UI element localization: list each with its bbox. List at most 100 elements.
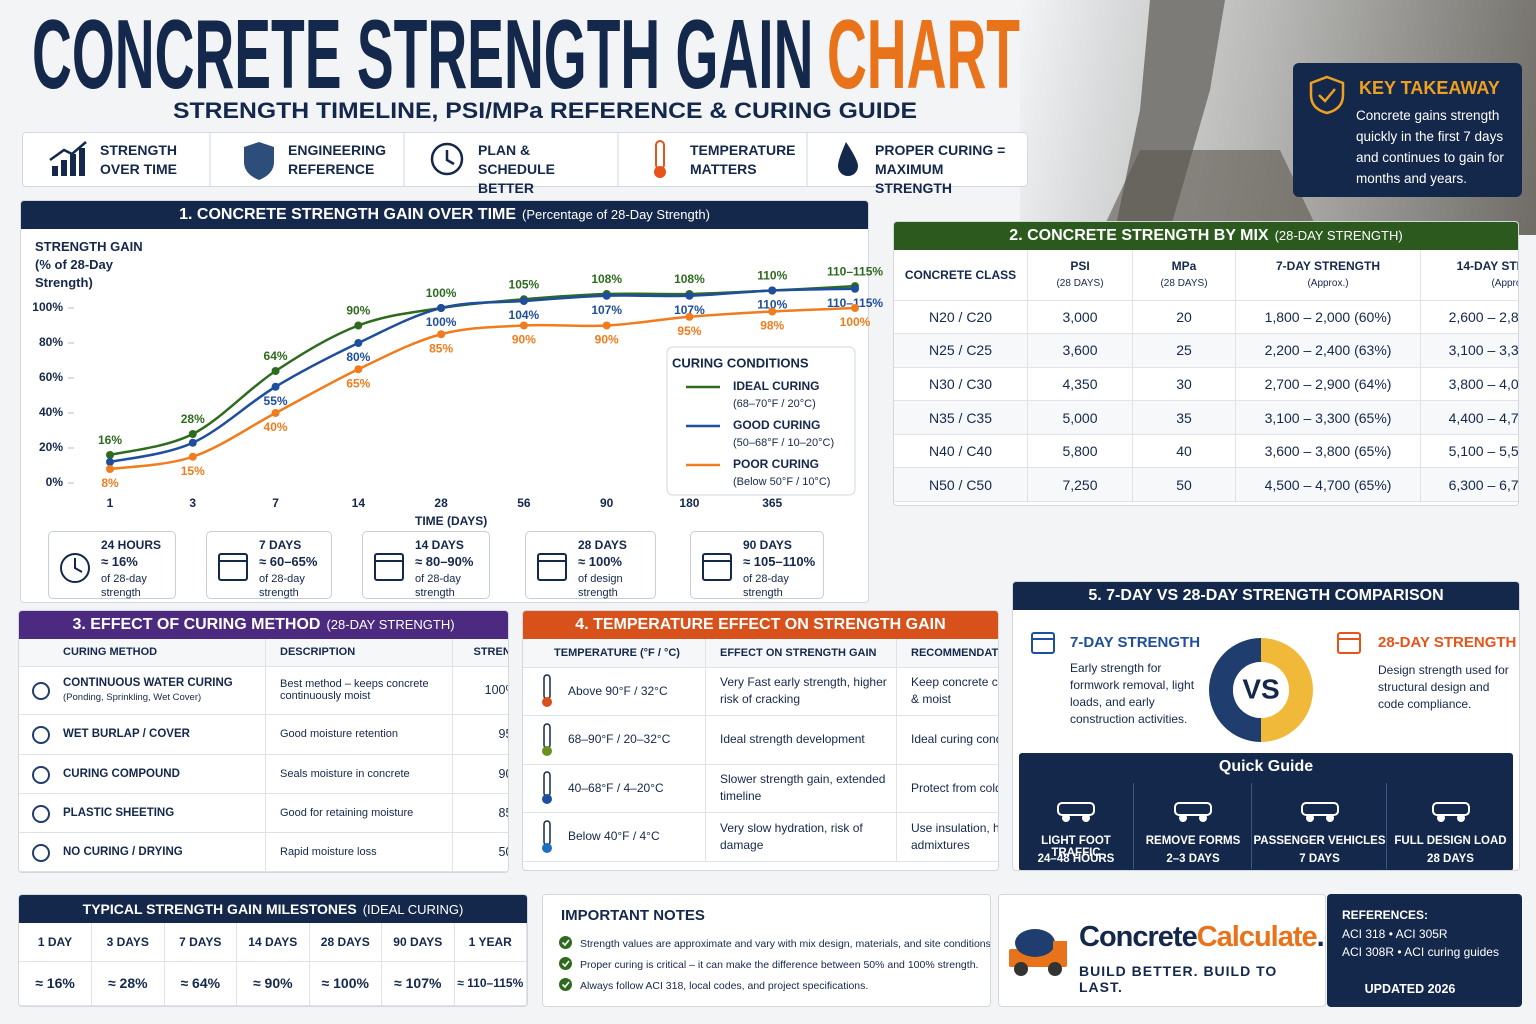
method-cell: CURING COMPOUND xyxy=(19,754,266,794)
comparison-panel: 5. 7-DAY VS 28-DAY STRENGTH COMPARISON 7… xyxy=(1012,581,1520,871)
vs-donut: VS xyxy=(1209,638,1313,742)
curing-panel: 3. EFFECT OF CURING METHOD (28-DAY STRENG… xyxy=(18,610,509,873)
table-row: N50 / C50 7,250 50 4,500 – 4,700 (65%) 6,300… xyxy=(894,467,1518,503)
cell-text: Use insulation, heat, or admixtures xyxy=(911,820,998,852)
temperature-title: 4. TEMPERATURE EFFECT ON STRENGTH GAIN xyxy=(575,616,946,633)
table-row: 68–90°F / 20–32°C Ideal strength developm… xyxy=(523,715,998,765)
row-icon xyxy=(32,843,50,862)
table-cell: N30 / C30 xyxy=(894,367,1028,402)
table-cell: Keep concrete cool, shade, & moist xyxy=(896,667,998,716)
temperature-table: TEMPERATURE (°F / °C) EFFECT ON STRENGTH … xyxy=(523,639,998,862)
brand-name: ConcreteCalculate.com xyxy=(1079,921,1325,954)
icon-part xyxy=(542,745,552,756)
table-row: PLASTIC SHEETING Good for retaining moist… xyxy=(19,793,508,833)
table-cell: 3,100 – 3,300 (65%) xyxy=(1235,400,1421,435)
cell-text: Keep concrete cool, shade, & moist xyxy=(911,675,998,707)
column-note: (28 DAYS) xyxy=(1056,277,1104,289)
note-item: Always follow ACI 318, local codes, and … xyxy=(559,978,868,992)
table-cell: 2,200 – 2,400 (63%) xyxy=(1235,333,1421,368)
calendar-icon xyxy=(1031,632,1055,654)
guide-label: REMOVE FORMS xyxy=(1145,835,1241,847)
row-icon xyxy=(32,682,50,700)
thermometer-icon xyxy=(542,820,552,853)
column-note: (28 DAYS) xyxy=(1160,277,1208,289)
description-cell: Rapid moisture loss xyxy=(265,832,453,872)
cell-text: Protect from cold & wind xyxy=(911,780,998,795)
timeline-card: 90 DAYS ≈ 105–110% of 28-day strength xyxy=(690,531,824,599)
result-cell: 90% – 95% xyxy=(452,754,508,794)
note-item: Proper curing is critical – it can make … xyxy=(559,957,978,971)
card-note: of design strength xyxy=(578,573,623,599)
table-row: NO CURING / DRYING Rapid moisture loss50%… xyxy=(19,832,508,872)
table-row: N30 / C30 4,350 30 2,700 – 2,900 (64%) 3,800… xyxy=(894,367,1518,402)
brand-panel: ConcreteCalculate.com BUILD BETTER. BUIL… xyxy=(998,894,1326,1007)
table-row: N40 / C40 5,800 40 3,600 – 3,800 (65%) 5,100… xyxy=(894,434,1518,469)
reference-line: ACI 318 • ACI 305R xyxy=(1342,927,1448,941)
cell-text: Slower strength gain, extended timeline xyxy=(720,772,886,804)
column-label: 14-DAY STRENGTH xyxy=(1456,258,1518,273)
milestone-label: 14 DAYS xyxy=(236,923,310,962)
milestone-value: ≈ 28% xyxy=(91,961,165,1006)
method-note: (Ponding, Sprinkling, Wet Cover) xyxy=(63,692,202,703)
table-cell: 1,800 – 2,000 (60%) xyxy=(1235,300,1421,335)
rebar-mesh xyxy=(1100,150,1320,235)
takeaway-title: KEY TAKEAWAY xyxy=(1359,78,1500,98)
column-header: DESCRIPTION xyxy=(265,639,453,667)
method-name: NO CURING / DRYING xyxy=(63,845,183,858)
icon-part xyxy=(559,957,572,970)
table-cell: Below 40°F / 4°C xyxy=(523,812,706,862)
icon-part xyxy=(218,553,248,581)
table-cell: Ideal strength development xyxy=(705,715,897,765)
column-header: CURING METHOD xyxy=(19,639,266,667)
icon-part xyxy=(559,936,572,949)
table-row: Above 90°F / 32°C Very Fast early strengt… xyxy=(523,667,998,716)
y-axis-label: STRENGTH GAIN (% of 28-Day Strength) xyxy=(35,239,143,290)
description-cell: Best method – keeps concrete continuousl… xyxy=(265,666,453,715)
icon-part xyxy=(1199,814,1207,822)
mix-table: CONCRETE CLASS PSI (28 DAYS) MPa (28 DAYS) 7-… xyxy=(894,250,1518,503)
mixer-truck-icon xyxy=(1009,929,1067,976)
guide-icon xyxy=(1057,802,1095,822)
guide-label: LIGHT FOOT TRAFFIC xyxy=(1041,835,1111,859)
table-cell: 3,600 – 3,800 (65%) xyxy=(1235,434,1421,469)
main-title: CONCRETE STRENGTH GAINCHART xyxy=(32,0,1020,109)
cell-text: Ideal curing conditions xyxy=(911,732,998,747)
note-item: Strength values are approximate and vary… xyxy=(559,936,991,950)
table-cell: Above 90°F / 32°C xyxy=(523,667,706,716)
icon-part xyxy=(32,765,50,784)
icon-part xyxy=(374,553,404,581)
header-row: CURING METHODDESCRIPTIONSTRENGTH ACHIEVE… xyxy=(19,639,508,667)
table-cell: 2,700 – 2,900 (64%) xyxy=(1235,367,1421,402)
milestone-label: 7 DAYS xyxy=(164,923,237,962)
mix-panel: 2. CONCRETE STRENGTH BY MIX (28-DAY STREN… xyxy=(893,221,1519,506)
icon-part xyxy=(543,674,551,700)
table-row: WET BURLAP / COVER Good moisture retentio… xyxy=(19,714,508,755)
guide-time: 7 DAYS xyxy=(1299,853,1340,865)
card-value: ≈ 100% xyxy=(578,554,622,569)
table-cell: 4,400 – 4,700 (90%) xyxy=(1420,400,1518,435)
thermometer-icon xyxy=(542,674,552,708)
row-icon xyxy=(32,804,50,823)
table-row: N20 / C20 3,000 20 1,800 – 2,000 (60%) 2,600… xyxy=(894,300,1518,335)
table-cell: 30 xyxy=(1132,367,1236,402)
table-cell: 35 xyxy=(1132,400,1236,435)
chart-header: 1. CONCRETE STRENGTH GAIN OVER TIME (Perc… xyxy=(21,201,868,229)
method-cell: PLASTIC SHEETING xyxy=(19,793,266,833)
shield-icon xyxy=(1309,75,1345,115)
table-cell: 5,100 – 5,500 (90%) xyxy=(1420,434,1518,469)
guide-item: LIGHT FOOT TRAFFIC 24–48 HOURS xyxy=(1019,783,1133,869)
guide-time: 28 DAYS xyxy=(1427,853,1474,865)
row-icon xyxy=(32,765,50,784)
check-icon xyxy=(559,957,572,970)
column-header: 14-DAY STRENGTH (Approx.) xyxy=(1420,250,1518,301)
column-header: EFFECT ON STRENGTH GAIN xyxy=(705,639,897,668)
note-text: Strength values are approximate and vary… xyxy=(580,938,991,950)
milestones-panel: TYPICAL STRENGTH GAIN MILESTONES (IDEAL C… xyxy=(18,894,528,1007)
icon-part xyxy=(543,820,551,846)
milestones-header: TYPICAL STRENGTH GAIN MILESTONES (IDEAL C… xyxy=(19,895,527,923)
notes-title: IMPORTANT NOTES xyxy=(561,907,705,924)
table-cell: Use insulation, heat, or admixtures xyxy=(896,812,998,862)
check-icon xyxy=(559,936,572,949)
milestone-label: 90 DAYS xyxy=(381,923,455,962)
table-row: N25 / C25 3,600 25 2,200 – 2,400 (63%) 3,100… xyxy=(894,333,1518,368)
